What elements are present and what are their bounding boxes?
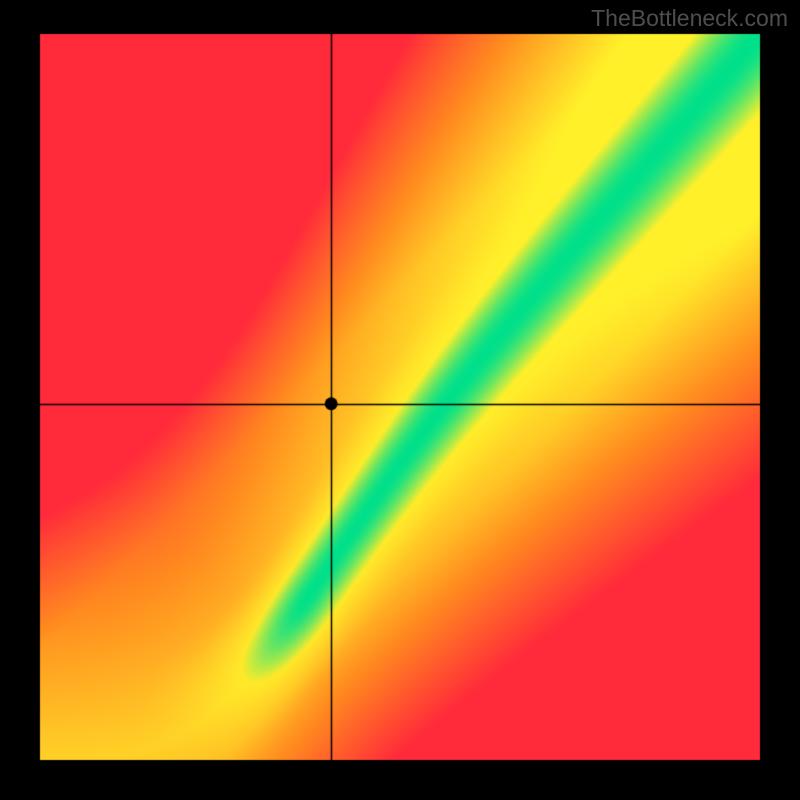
watermark-text: TheBottleneck.com <box>591 5 788 32</box>
chart-container: TheBottleneck.com <box>0 0 800 800</box>
heatmap-canvas <box>0 0 800 800</box>
